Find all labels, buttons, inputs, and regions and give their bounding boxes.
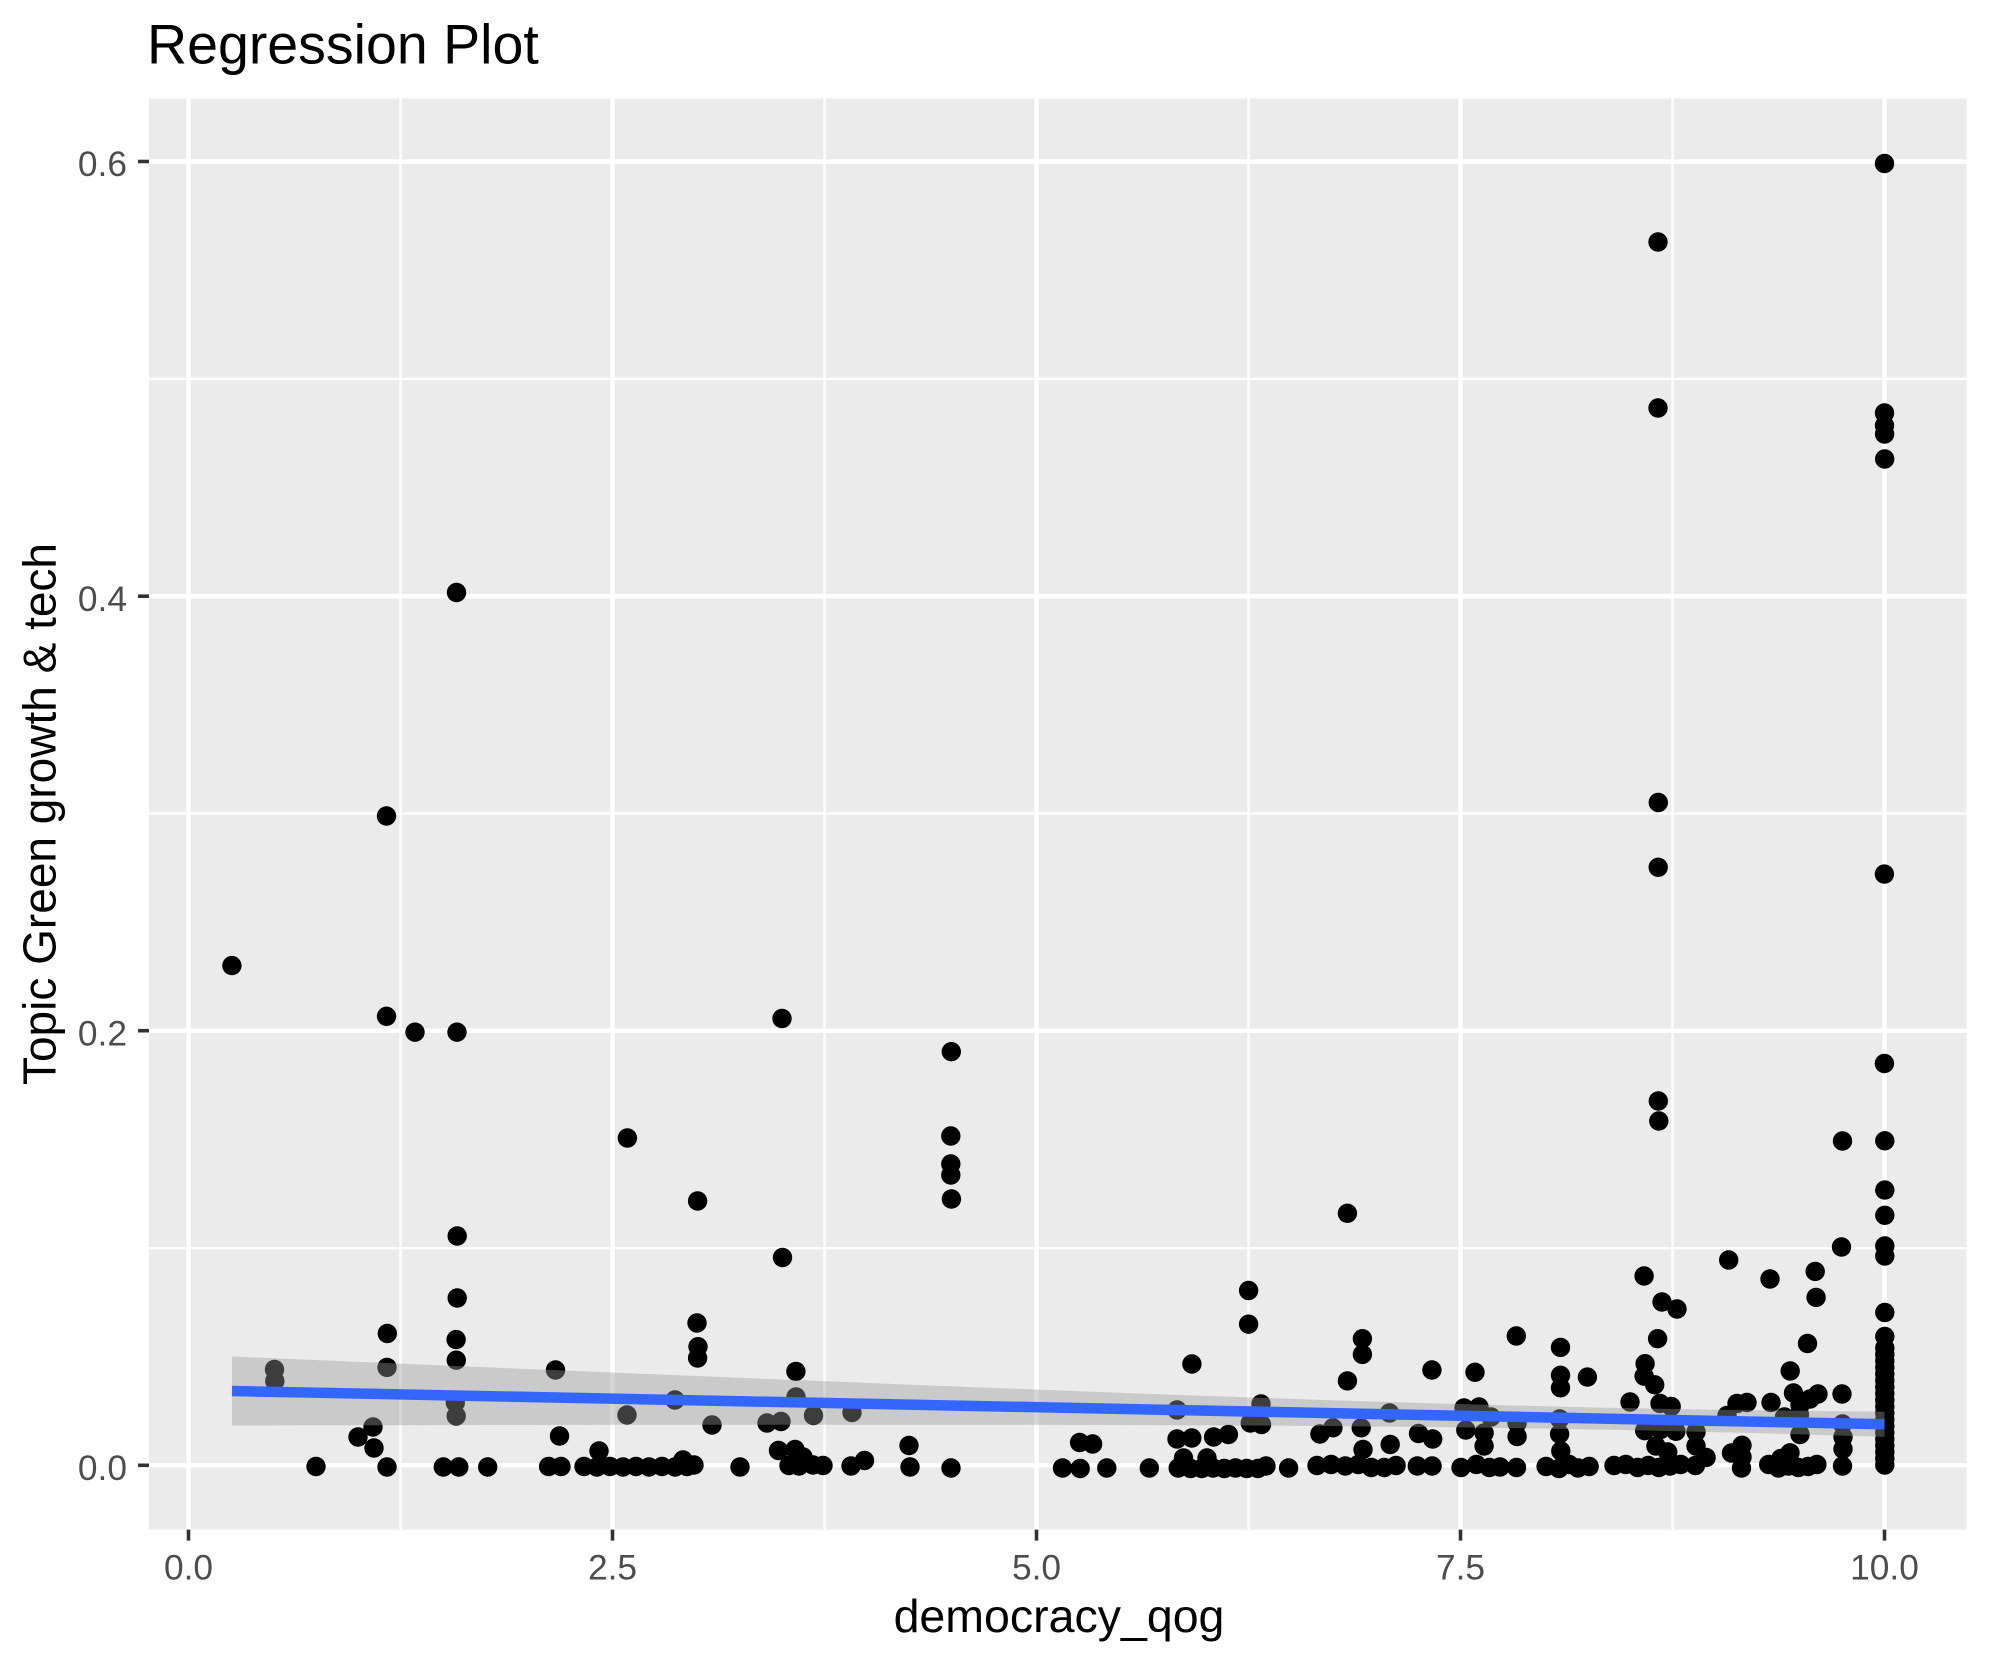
svg-text:Regression Plot: Regression Plot bbox=[147, 13, 539, 75]
svg-text:0.0: 0.0 bbox=[78, 1449, 127, 1488]
svg-text:0.6: 0.6 bbox=[78, 145, 127, 184]
svg-text:0.4: 0.4 bbox=[78, 580, 127, 619]
svg-text:10.0: 10.0 bbox=[1850, 1548, 1919, 1587]
svg-text:0.2: 0.2 bbox=[78, 1014, 127, 1053]
svg-text:2.5: 2.5 bbox=[588, 1548, 637, 1587]
svg-text:5.0: 5.0 bbox=[1012, 1548, 1061, 1587]
svg-text:democracy_qog: democracy_qog bbox=[894, 1590, 1225, 1642]
svg-text:Topic Green growth & tech: Topic Green growth & tech bbox=[14, 543, 66, 1085]
svg-text:0.0: 0.0 bbox=[164, 1548, 213, 1587]
svg-text:7.5: 7.5 bbox=[1436, 1548, 1485, 1587]
